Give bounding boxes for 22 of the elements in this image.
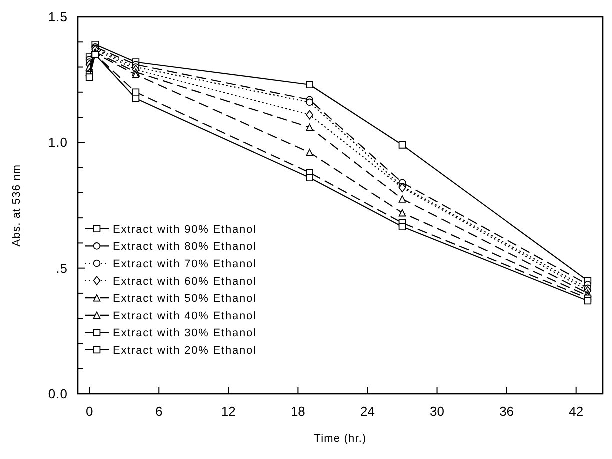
legend-label: Extract with 30% Ethanol	[113, 328, 257, 340]
legend-label: Extract with 40% Ethanol	[113, 310, 257, 322]
legend-label: Extract with 60% Ethanol	[113, 276, 257, 288]
legend-label: Extract with 70% Ethanol	[113, 258, 257, 270]
x-tick-label: 24	[360, 404, 375, 419]
x-tick-label: 18	[290, 404, 306, 419]
legend-label: Extract with 90% Ethanol	[113, 224, 257, 236]
x-tick-label: 12	[221, 404, 236, 419]
legend-label: Extract with 50% Ethanol	[113, 293, 257, 306]
x-tick-label: 6	[156, 404, 163, 419]
y-tick-label: 0.0	[48, 386, 68, 402]
x-tick-label: 0	[86, 404, 94, 419]
y-tick-label: 1.5	[48, 10, 68, 25]
y-tick-label: 1.0	[48, 135, 68, 150]
y-tick-label: .5	[56, 260, 68, 276]
x-tick-label: 36	[500, 404, 514, 419]
y-axis-title: Abs. at 536 nm	[11, 164, 23, 247]
x-tick-label: 42	[569, 404, 584, 419]
x-axis-title: Time (hr.)	[314, 433, 367, 445]
x-tick-label: 30	[430, 404, 445, 419]
legend-label: Extract with 80% Ethanol	[113, 241, 257, 254]
legend-label: Extract with 20% Ethanol	[113, 345, 257, 357]
